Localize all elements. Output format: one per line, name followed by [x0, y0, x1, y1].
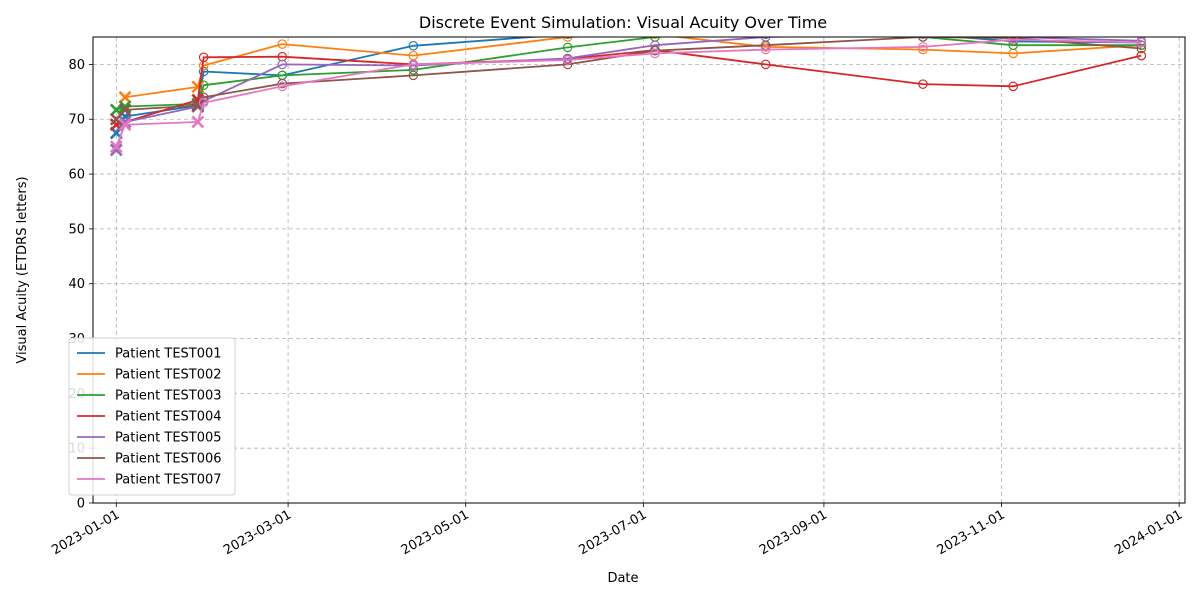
y-tick-label: 60 [68, 168, 85, 183]
y-tick-label: 50 [68, 222, 85, 237]
data-point-circle-marker [651, 37, 659, 40]
legend-label: Patient TEST004 [115, 410, 222, 425]
legend-box [68, 337, 236, 496]
data-point-circle-marker [277, 51, 288, 62]
data-point-x-marker [118, 115, 132, 129]
legend-label: Patient TEST006 [115, 452, 222, 467]
data-point-circle-marker [198, 97, 209, 108]
series-group [109, 37, 1147, 157]
y-tick-label: 0 [77, 497, 85, 512]
data-point-circle-marker [1008, 37, 1018, 45]
data-point-circle-marker [562, 55, 573, 65]
data-point-circle-marker [1136, 50, 1147, 61]
data-point-circle-marker [1136, 43, 1147, 54]
legend-item: Patient TEST002 [77, 368, 222, 383]
series-line [115, 38, 1142, 147]
data-point-x-marker [109, 143, 123, 157]
data-point-circle-marker [277, 39, 288, 49]
data-point-circle-marker [408, 40, 419, 51]
legend-label: Patient TEST005 [115, 431, 222, 446]
data-point-circle-marker [650, 48, 660, 59]
legend-item: Patient TEST006 [77, 452, 222, 467]
legend-item: Patient TEST003 [77, 389, 222, 404]
data-point-circle-marker [1008, 37, 1018, 42]
legend-item: Patient TEST004 [77, 410, 222, 425]
x-axis-label: Date [607, 571, 638, 586]
plot-area [93, 37, 1185, 503]
legend-item: Patient TEST001 [77, 347, 222, 362]
data-point-circle-marker [1008, 81, 1018, 92]
series-line [115, 37, 1142, 134]
data-point-circle-marker [760, 59, 771, 70]
chart-title: Discrete Event Simulation: Visual Acuity… [419, 13, 827, 32]
legend-label: Patient TEST007 [115, 473, 222, 488]
data-point-circle-marker [918, 44, 928, 55]
y-tick-label: 80 [68, 58, 85, 73]
legend: Patient TEST001 Patient TEST002 Patient TE… [68, 337, 236, 496]
data-point-circle-marker [277, 81, 288, 92]
data-point-circle-marker [408, 70, 419, 81]
data-point-circle-marker [277, 59, 288, 70]
data-point-circle-marker [918, 37, 927, 40]
data-point-circle-marker [198, 92, 209, 103]
y-tick-label: 70 [68, 113, 85, 128]
data-point-circle-marker [918, 37, 928, 42]
legend-label: Patient TEST001 [115, 347, 222, 362]
legend-label: Patient TEST002 [115, 368, 222, 383]
data-point-x-marker [109, 140, 123, 154]
data-point-circle-marker [562, 37, 573, 42]
data-point-circle-marker [918, 42, 928, 52]
y-axis-label: Visual Acuity (ETDRS letters) [15, 176, 30, 363]
legend-item: Patient TEST007 [77, 473, 222, 488]
data-point-x-marker [118, 90, 132, 104]
data-point-circle-marker [918, 79, 928, 89]
data-point-circle-marker [277, 78, 288, 89]
series-patient-test007 [109, 37, 1147, 154]
legend-label: Patient TEST003 [115, 389, 222, 404]
data-point-circle-marker [1136, 37, 1147, 48]
data-point-circle-marker [198, 52, 209, 63]
data-point-x-marker [118, 103, 132, 117]
data-point-circle-marker [563, 37, 572, 40]
data-point-circle-marker [562, 42, 573, 53]
y-tick-label: 40 [68, 277, 85, 292]
legend-item: Patient TEST005 [77, 431, 222, 446]
data-point-circle-marker [761, 37, 770, 40]
data-point-circle-marker [650, 45, 660, 56]
plot-frame [92, 36, 1186, 504]
data-point-x-marker [191, 115, 205, 129]
data-point-x-marker [118, 118, 132, 132]
data-point-circle-marker [1136, 40, 1147, 51]
data-point-circle-marker [408, 59, 419, 70]
data-point-circle-marker [760, 44, 771, 55]
